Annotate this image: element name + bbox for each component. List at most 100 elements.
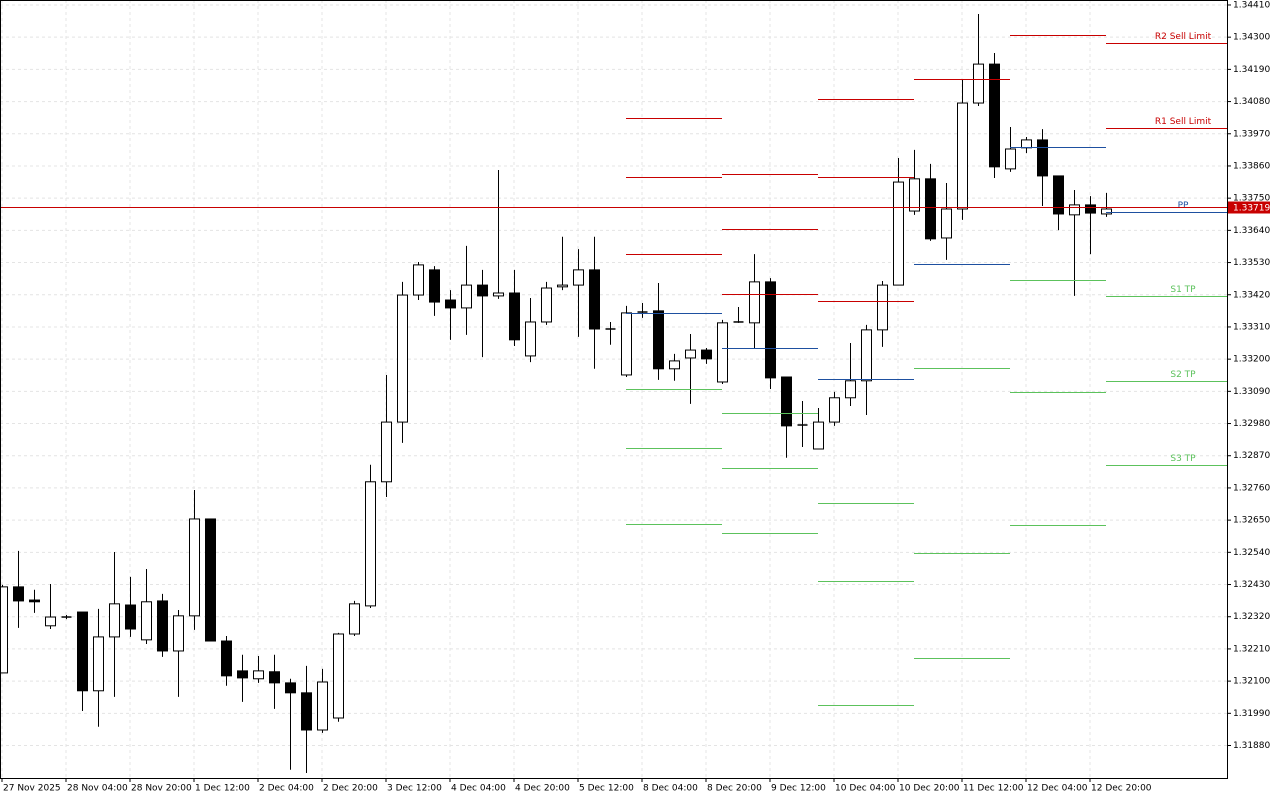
y-tick-label: 1.32430 [1233,580,1270,590]
candle-body [269,671,280,684]
candle-body [829,397,840,423]
candle-body [1053,175,1064,215]
candle-body [429,269,440,303]
candle-body [509,292,520,341]
x-tick-label: 2 Dec 20:00 [323,784,378,794]
y-tick-label: 1.32540 [1233,548,1270,558]
candle-body [717,322,728,383]
candle-body [861,329,872,382]
y-tick-label: 1.33310 [1233,322,1270,332]
y-tick-label: 1.33970 [1233,129,1270,139]
candle-body [541,287,552,323]
candle-body [781,376,792,427]
candle-body [237,670,248,679]
candle-body [413,264,424,296]
level-label: R1 Sell Limit [1155,117,1212,127]
level-label: R2 Sell Limit [1155,32,1212,42]
candle-body [893,181,904,286]
y-tick-label: 1.32870 [1233,451,1270,461]
candle-body [93,636,104,692]
candle-body [381,421,392,483]
candle-body [813,421,824,450]
candle-body [701,349,712,360]
candle-body [957,102,968,210]
x-tick-label: 11 Dec 12:00 [963,784,1024,794]
y-tick-label: 1.31990 [1233,709,1270,719]
y-tick-label: 1.31880 [1233,741,1270,751]
x-tick-label: 28 Nov 04:00 [67,784,128,794]
candle-body [621,312,632,376]
y-tick-label: 1.33750 [1233,194,1270,204]
candle-body [877,284,888,331]
candle-body [989,63,1000,168]
candle-body [477,284,488,297]
level-label: PP [1178,201,1189,211]
candle-body [141,601,152,641]
candle-body [1101,208,1112,215]
candle-body [333,633,344,719]
x-tick-label: 2 Dec 04:00 [259,784,314,794]
x-tick-label: 4 Dec 04:00 [451,784,506,794]
y-tick-label: 1.32100 [1233,677,1270,687]
x-tick-label: 8 Dec 20:00 [707,784,762,794]
x-tick-label: 1 Dec 12:00 [195,784,250,794]
x-tick-label: 8 Dec 04:00 [643,784,698,794]
y-tick-label: 1.33420 [1233,290,1270,300]
candle-body [589,269,600,330]
candle-body [365,481,376,607]
candle-body [397,294,408,423]
y-tick-label: 1.34080 [1233,97,1270,107]
candle-body [29,599,40,603]
x-tick-label: 12 Dec 20:00 [1091,784,1152,794]
y-tick-label: 1.32980 [1233,419,1270,429]
candle-body [653,310,664,370]
candle-body [317,681,328,731]
candle-body [557,284,568,288]
x-tick-label: 12 Dec 04:00 [1027,784,1088,794]
candle-body [941,208,952,239]
candle-body [125,604,136,630]
candle-body [925,178,936,240]
x-tick-label: 10 Dec 04:00 [835,784,896,794]
candle-body [45,616,56,627]
level-label: S3 TP [1170,454,1196,464]
candle-body [285,682,296,694]
candle-body [77,611,88,692]
y-tick-label: 1.33090 [1233,387,1270,397]
candle-body [845,380,856,399]
x-tick-label: 5 Dec 12:00 [579,784,634,794]
candle-body [493,292,504,297]
last-price-label: 1.33719 [1233,204,1270,214]
y-tick-label: 1.34190 [1233,65,1270,75]
candle-body [909,178,920,212]
level-label: S2 TP [1170,370,1196,380]
level-label: S1 TP [1170,285,1196,295]
candle-body [685,349,696,359]
candle-body [109,603,120,638]
candle-body [1021,139,1032,149]
candle-body [1085,204,1096,214]
candle-body [765,281,776,379]
candle-body [749,281,760,324]
y-tick-label: 1.32320 [1233,612,1270,622]
y-tick-label: 1.33860 [1233,161,1270,171]
y-tick-label: 1.32650 [1233,516,1270,526]
x-tick-label: 3 Dec 12:00 [387,784,442,794]
candle-body [1069,204,1080,216]
y-tick-label: 1.32760 [1233,483,1270,493]
candle-body [301,692,312,731]
candle-body [1005,148,1016,170]
x-tick-label: 9 Dec 12:00 [771,784,826,794]
candle-body [669,360,680,370]
candle-body [461,284,472,309]
candle-body [445,299,456,309]
x-tick-label: 27 Nov 2025 [3,784,61,794]
y-tick-label: 1.33200 [1233,355,1270,365]
candle-body [0,586,8,674]
candle-body [349,603,360,635]
y-tick-label: 1.33640 [1233,226,1270,236]
candle-body [205,518,216,642]
